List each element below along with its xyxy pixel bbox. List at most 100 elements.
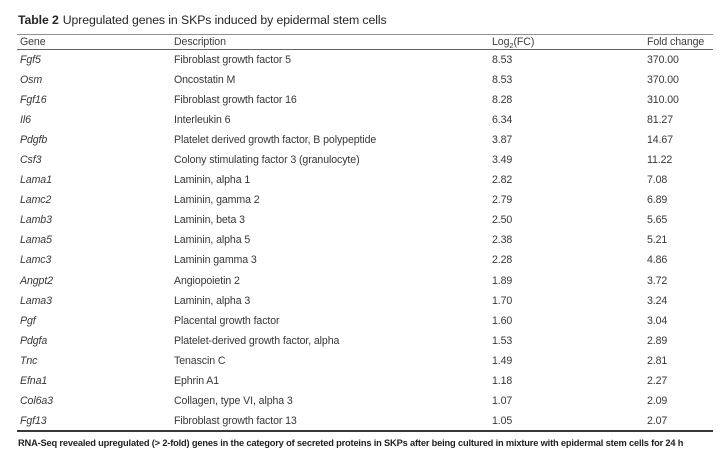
cell-description: Laminin, alpha 3 <box>174 294 251 307</box>
cell-gene: Lamc2 <box>20 194 52 207</box>
cell-log2fc: 2.28 <box>492 254 513 267</box>
cell-log2fc: 8.28 <box>492 93 513 106</box>
cell-gene: Lama5 <box>20 234 52 247</box>
cell-fold: 81.27 <box>647 113 674 126</box>
cell-gene: Lama3 <box>20 294 52 307</box>
cell-fold: 7.08 <box>647 174 668 187</box>
cell-fold: 11.22 <box>647 154 673 167</box>
header-row: Gene Description Log2(FC) Fold change <box>17 34 713 51</box>
cell-fold: 3.72 <box>647 274 668 287</box>
table-row: Angpt2 Angiopoietin 2 1.89 3.72 <box>17 271 713 291</box>
cell-fold: 5.65 <box>647 214 668 227</box>
cell-fold: 310.00 <box>647 93 679 106</box>
table-row: Lamc2 Laminin, gamma 2 2.79 6.89 <box>17 190 713 210</box>
cell-gene: Fgf16 <box>20 93 47 106</box>
cell-description: Laminin, alpha 5 <box>174 234 251 247</box>
cell-fold: 2.09 <box>647 395 668 408</box>
column-header-log2fc: Log2(FC) <box>492 34 647 51</box>
cell-description: Fibroblast growth factor 13 <box>174 414 297 427</box>
cell-gene: Lamb3 <box>20 214 52 227</box>
cell-description: Fibroblast growth factor 16 <box>174 93 297 106</box>
cell-fold: 14.67 <box>647 133 674 146</box>
cell-log2fc: 2.38 <box>492 234 513 247</box>
cell-log2fc: 2.50 <box>492 214 513 227</box>
cell-gene: Fgf13 <box>20 414 47 427</box>
table-row: Tnc Tenascin C 1.49 2.81 <box>17 351 713 371</box>
table-row: Fgf13 Fibroblast growth factor 13 1.05 2.07 <box>17 411 713 431</box>
table-row: Col6a3 Collagen, type VI, alpha 3 1.07 2.09 <box>17 391 713 411</box>
table-row: Lama1 Laminin, alpha 1 2.82 7.08 <box>17 170 713 190</box>
cell-description: Platelet-derived growth factor, alpha <box>174 334 340 347</box>
cell-log2fc: 1.53 <box>492 334 513 347</box>
cell-log2fc: 1.49 <box>492 354 513 367</box>
cell-description: Interleukin 6 <box>174 113 231 126</box>
cell-log2fc: 8.53 <box>492 53 513 66</box>
table-row: Pdgfb Platelet derived growth factor, B p… <box>17 130 713 150</box>
cell-gene: Fgf5 <box>20 53 41 66</box>
cell-gene: Il6 <box>20 113 31 126</box>
column-header-gene: Gene <box>17 34 174 50</box>
cell-description: Placental growth factor <box>174 314 280 327</box>
table-title-text: Upregulated genes in SKPs induced by epi… <box>62 13 387 27</box>
cell-description: Collagen, type VI, alpha 3 <box>174 395 293 408</box>
table-row: Pdgfa Platelet-derived growth factor, alp… <box>17 331 713 351</box>
cell-log2fc: 1.70 <box>492 294 513 307</box>
cell-fold: 2.89 <box>647 334 668 347</box>
cell-description: Laminin gamma 3 <box>174 254 257 267</box>
table-row: Lama5 Laminin, alpha 5 2.38 5.21 <box>17 230 713 250</box>
cell-fold: 4.86 <box>647 254 668 267</box>
cell-gene: Efna1 <box>20 375 48 388</box>
table-row: Lamb3 Laminin, beta 3 2.50 5.65 <box>17 210 713 230</box>
cell-description: Colony stimulating factor 3 (granulocyte… <box>174 154 360 167</box>
table-row: Efna1 Ephrin A1 1.18 2.27 <box>17 371 713 391</box>
table-row: Fgf16 Fibroblast growth factor 16 8.28 310.… <box>17 90 713 110</box>
cell-description: Platelet derived growth factor, B polype… <box>174 133 377 146</box>
cell-log2fc: 1.60 <box>492 314 513 327</box>
cell-fold: 3.04 <box>647 314 668 327</box>
cell-log2fc: 3.49 <box>492 154 513 167</box>
log2fc-label-subscript: 2 <box>509 41 514 51</box>
table-row: Il6 Interleukin 6 6.34 81.27 <box>17 110 713 130</box>
cell-log2fc: 3.87 <box>492 133 513 146</box>
cell-gene: Pdgfb <box>20 133 48 146</box>
log2fc-label-prefix: Log <box>492 36 510 48</box>
cell-log2fc: 2.82 <box>492 174 513 187</box>
cell-description: Angiopoietin 2 <box>174 274 240 287</box>
cell-gene: Csf3 <box>20 154 42 167</box>
cell-gene: Lamc3 <box>20 254 52 267</box>
cell-fold: 2.07 <box>647 414 668 427</box>
table-row: Osm Oncostatin M 8.53 370.00 <box>17 70 713 90</box>
cell-description: Laminin, beta 3 <box>174 214 245 227</box>
cell-fold: 3.24 <box>647 294 668 307</box>
cell-gene: Angpt2 <box>20 274 53 287</box>
cell-description: Tenascin C <box>174 354 226 367</box>
table-footnote: RNA-Seq revealed upregulated (> 2-fold) … <box>18 438 684 449</box>
table-body: Fgf5 Fibroblast growth factor 5 8.53 370.00… <box>17 50 713 432</box>
cell-fold: 2.27 <box>647 375 668 388</box>
table-row: Lamc3 Laminin gamma 3 2.28 4.86 <box>17 250 713 270</box>
cell-description: Ephrin A1 <box>174 375 220 388</box>
cell-description: Laminin, alpha 1 <box>174 174 251 187</box>
cell-gene: Osm <box>20 73 43 86</box>
cell-fold: 5.21 <box>647 234 668 247</box>
cell-gene: Pgf <box>20 314 36 327</box>
cell-log2fc: 2.79 <box>492 194 513 207</box>
column-header-fold-change: Fold change <box>647 34 713 50</box>
cell-log2fc: 8.53 <box>492 73 513 86</box>
cell-fold: 2.81 <box>647 354 668 367</box>
table-row: Pgf Placental growth factor 1.60 3.04 <box>17 311 713 331</box>
table-row: Lama3 Laminin, alpha 3 1.70 3.24 <box>17 291 713 311</box>
cell-description: Oncostatin M <box>174 73 236 86</box>
cell-gene: Pdgfa <box>20 334 48 347</box>
cell-fold: 6.89 <box>647 194 668 207</box>
table-row: Csf3 Colony stimulating factor 3 (granulo… <box>17 150 713 170</box>
cell-gene: Lama1 <box>20 174 52 187</box>
cell-log2fc: 6.34 <box>492 113 513 126</box>
cell-log2fc: 1.07 <box>492 395 513 408</box>
cell-log2fc: 1.18 <box>492 375 513 388</box>
cell-gene: Tnc <box>20 354 38 367</box>
table-number: Table 2 <box>18 13 59 27</box>
cell-log2fc: 1.05 <box>492 414 513 427</box>
cell-gene: Col6a3 <box>20 395 53 408</box>
